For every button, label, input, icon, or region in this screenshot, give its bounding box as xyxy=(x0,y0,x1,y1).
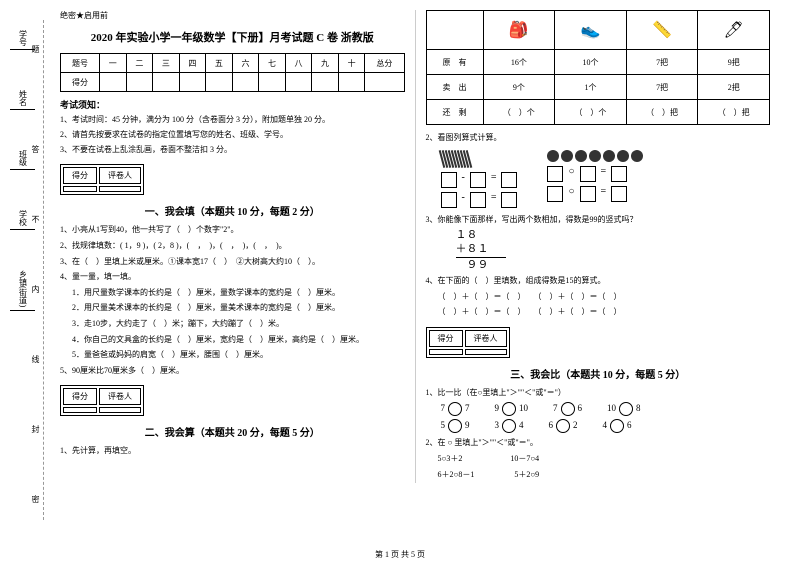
items-table: 🎒 👟 📏 🖊 原 有16个10个7把9把 卖 出9个1个7把2把 还 剩（ ）… xyxy=(426,10,771,125)
side-mark: 封 xyxy=(30,425,41,433)
left-column: 绝密★启用前 2020 年实验小学一年级数学【下册】月考试题 C 卷 浙教版 题… xyxy=(50,10,416,483)
sub-question: 1．用尺量数学课本的长约是（ ）厘米，量数学课本的宽约是（ ）厘米。 xyxy=(60,286,405,300)
table-row: 得分 xyxy=(61,73,405,92)
compare-row: 77 910 76 108 xyxy=(441,402,771,416)
table-row: 原 有16个10个7把9把 xyxy=(426,50,770,75)
question: 3、你能像下面那样，写出两个数相加，得数是99的竖式吗？ xyxy=(426,213,771,227)
section-2-title: 二、我会算（本题共 20 分，每题 5 分） xyxy=(60,424,405,439)
score-judge-box: 得分评卷人 xyxy=(60,164,144,195)
table-row: 题号一二三四五六七八九十总分 xyxy=(61,54,405,73)
sub-question: 2．用尺量美术课本的长约是（ ）厘米，量美术课本的宽约是（ ）厘米。 xyxy=(60,301,405,315)
ruler-icon: 📏 xyxy=(652,22,672,39)
binding-sidebar: 题 答 不 内 线 封 密 学号 姓名 班级 学校 乡镇(街道) xyxy=(8,20,44,520)
instruction-item: 1、考试时间：45 分钟，满分为 100 分（含卷面分 3 分），附加题单独 2… xyxy=(60,114,405,127)
question: 2、找规律填数：( 1，9 )，( 2，8 )，( ， )，( ， )，( ， … xyxy=(60,239,405,253)
section-1-title: 一、我会填（本题共 10 分，每题 2 分） xyxy=(60,203,405,218)
pen-icon: 🖊 xyxy=(724,22,744,39)
question: 4、量一量，填一填。 xyxy=(60,270,405,284)
side-field: 学校 xyxy=(10,210,35,230)
side-mark: 线 xyxy=(30,355,41,363)
confidential-label: 绝密★启用前 xyxy=(60,10,405,21)
question: 5、90厘米比70厘米多（ ）厘米。 xyxy=(60,364,405,378)
backpack-icon: 🎒 xyxy=(509,22,529,39)
side-field: 班级 xyxy=(10,150,35,170)
fill-line: 6＋2○8－1 5＋2○9 xyxy=(426,468,771,482)
question: 1、比一比（在○里填上"＞""＜"或"＝"） xyxy=(426,386,771,400)
fill-line: 5○3＋2 10－7○4 xyxy=(426,452,771,466)
side-field: 乡镇(街道) xyxy=(10,270,35,311)
fill-line: （ ）＋（ ）＝（ ） （ ）＋（ ）＝（ ） xyxy=(426,305,771,319)
page-footer: 第 1 页 共 5 页 xyxy=(0,549,800,560)
right-column: 🎒 👟 📏 🖊 原 有16个10个7把9把 卖 出9个1个7把2把 还 剩（ ）… xyxy=(416,10,781,483)
instructions-title: 考试须知： xyxy=(60,98,405,111)
section-3-title: 三、我会比（本题共 10 分，每题 5 分） xyxy=(426,366,771,381)
sub-question: 4．你自己的文具盒的长约是（ ）厘米，宽约是（ ）厘米，高约是（ ）厘米。 xyxy=(60,333,405,347)
score-judge-box: 得分评卷人 xyxy=(426,327,510,358)
question: 4、在下面的（ ）里填数，组成得数是15的算式。 xyxy=(426,274,771,288)
side-mark: 密 xyxy=(30,495,41,503)
question: 2、看图列算式计算。 xyxy=(426,131,771,145)
table-row: 🎒 👟 📏 🖊 xyxy=(426,11,770,50)
table-row: 还 剩（ ）个（ ）个（ ）把（ ）把 xyxy=(426,100,770,125)
question: 1、小亮从1写到40，他一共写了（ ）个数字"2"。 xyxy=(60,223,405,237)
instruction-item: 3、不要在试卷上乱涂乱画，卷面不整洁扣 3 分。 xyxy=(60,144,405,157)
flowers-icon xyxy=(547,150,643,162)
shoe-icon: 👟 xyxy=(580,22,600,39)
sub-question: 5．量爸爸或妈妈的肩宽（ ）厘米，腰围（ ）厘米。 xyxy=(60,348,405,362)
pencils-icon xyxy=(441,150,518,168)
side-field: 学号 xyxy=(10,30,35,50)
score-judge-box: 得分评卷人 xyxy=(60,385,144,416)
question: 1、先计算，再填空。 xyxy=(60,444,405,458)
score-table: 题号一二三四五六七八九十总分 得分 xyxy=(60,53,405,92)
vertical-math: １８ ＋８１ ９９ xyxy=(456,228,771,272)
fill-line: （ ）＋（ ）＝（ ） （ ）＋（ ）＝（ ） xyxy=(426,290,771,304)
question: 3、在（ ）里填上米或厘米。①课本宽17（ ） ②大树高大约10（ ）。 xyxy=(60,255,405,269)
table-row: 卖 出9个1个7把2把 xyxy=(426,75,770,100)
instruction-item: 2、请首先按要求在试卷的指定位置填写您的姓名、班级、学号。 xyxy=(60,129,405,142)
picture-calc: -= -= ○= ○= xyxy=(441,150,771,208)
compare-row: 59 34 62 46 xyxy=(441,419,771,433)
exam-title: 2020 年实验小学一年级数学【下册】月考试题 C 卷 浙教版 xyxy=(60,29,405,45)
question: 2、在 ○ 里填上"＞""＜"或"＝"。 xyxy=(426,436,771,450)
sub-question: 3．走10步，大约走了（ ）米；蹦下，大约蹦了（ ）米。 xyxy=(60,317,405,331)
side-field: 姓名 xyxy=(10,90,35,110)
